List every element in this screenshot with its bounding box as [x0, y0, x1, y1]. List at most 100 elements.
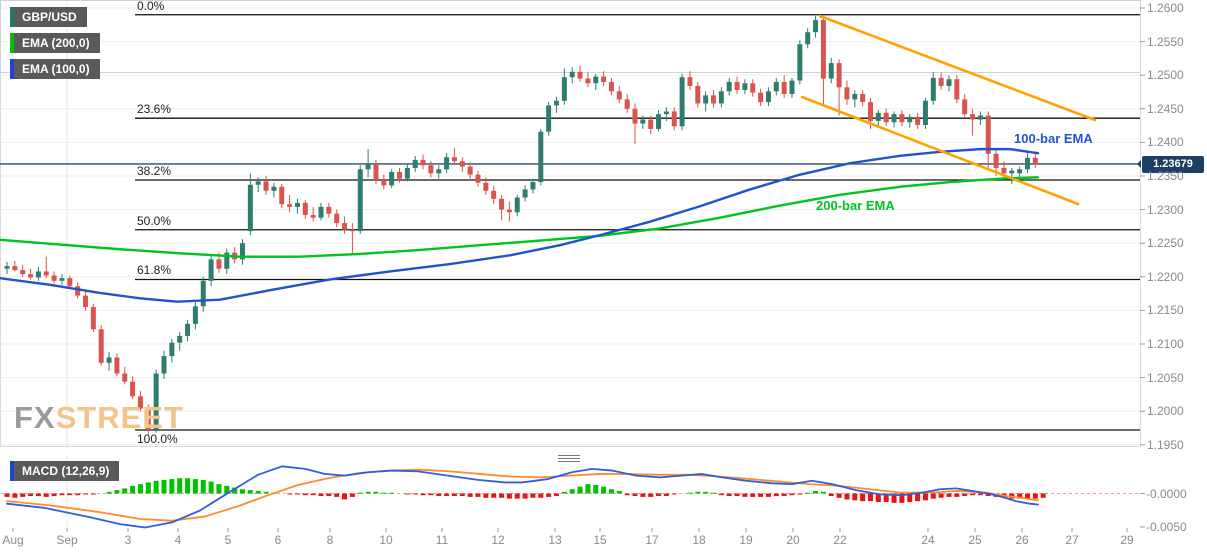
price-axis-label: 1.2300: [1147, 202, 1184, 217]
macd-hist-bar: [310, 493, 316, 496]
candle-body: [28, 274, 34, 278]
macd-hist-bar: [742, 493, 748, 497]
ema200-legend-badge[interactable]: EMA (200,0): [10, 33, 100, 53]
macd-hist-bar: [349, 493, 355, 497]
candle-body: [828, 63, 834, 79]
candle-body: [561, 77, 567, 101]
candle-body: [569, 71, 575, 78]
macd-hist-bar: [224, 485, 230, 494]
candle-body: [805, 32, 811, 45]
macd-hist-bar: [20, 493, 26, 497]
fxstreet-watermark: FXSTREET: [14, 400, 184, 436]
macd-hist-bar: [805, 492, 811, 494]
candle-body: [83, 295, 88, 308]
macd-pane[interactable]: [0, 0, 1141, 73]
macd-hist-bar: [868, 493, 873, 502]
macd-hist-bar: [640, 493, 646, 497]
macd-hist-bar: [192, 479, 198, 494]
macd-hist-bar: [381, 492, 387, 494]
macd-hist-bar: [428, 493, 434, 496]
time-axis-label: 22: [833, 533, 847, 547]
macd-hist-bar: [444, 493, 450, 497]
candle-body: [122, 373, 128, 382]
watermark-fx: FX: [14, 400, 56, 435]
macd-hist-bar: [122, 488, 128, 494]
fib-label-38.2%: 38.2%: [137, 164, 172, 179]
candle-body: [185, 323, 191, 336]
candle-body: [726, 81, 732, 92]
trendline-lower[interactable]: [800, 95, 1080, 206]
candle-body: [420, 159, 426, 166]
candle-body: [922, 100, 928, 125]
candle-body: [287, 204, 293, 207]
time-axis-label: 8: [326, 533, 334, 547]
candle-body: [43, 271, 49, 276]
macd-hist-bar: [616, 490, 622, 494]
price-axis-label: 1.2350: [1147, 169, 1184, 183]
candle-body: [899, 114, 905, 123]
macd-legend-badge[interactable]: MACD (12,26,9): [10, 461, 120, 481]
pane-resize-handle[interactable]: [558, 453, 580, 462]
macd-axis-zero-label: -0.0000: [1146, 487, 1187, 501]
candle-body: [616, 91, 622, 100]
candle-body: [624, 99, 630, 109]
macd-hist-bar: [860, 493, 866, 502]
macd-hist-bar: [177, 478, 183, 494]
macd-hist-bar: [185, 478, 191, 494]
macd-hist-bar: [883, 493, 889, 502]
macd-hist-bar: [561, 491, 567, 494]
macd-hist-bar: [51, 493, 57, 497]
macd-hist-bar: [263, 491, 269, 494]
macd-hist-bar: [483, 493, 489, 498]
macd-hist-bar: [436, 493, 442, 497]
candle-body: [98, 329, 104, 363]
candle-body: [1025, 157, 1030, 170]
candle-body: [907, 116, 913, 123]
ema100-legend-badge[interactable]: EMA (100,0): [10, 59, 100, 79]
macd-hist-bar: [922, 493, 928, 501]
candle-body: [718, 91, 724, 104]
macd-hist-bar: [601, 486, 607, 494]
macd-hist-bar: [67, 493, 73, 496]
candle-body: [514, 197, 520, 213]
candle-body: [145, 408, 151, 431]
time-axis-label: 4: [174, 533, 182, 547]
candle-body: [106, 357, 112, 363]
trendline-upper[interactable]: [818, 14, 1097, 122]
macd-axis-low-label: -0.0050: [1146, 520, 1187, 534]
candle-body: [310, 214, 316, 218]
macd-hist-bar: [875, 493, 881, 502]
candle-body: [75, 286, 81, 296]
macd-hist-bar: [577, 486, 583, 494]
price-axis-label: 1.2000: [1147, 404, 1184, 419]
time-axis-label: 12: [491, 533, 505, 547]
macd-hist-bar: [59, 493, 65, 496]
macd-hist-bar: [844, 493, 850, 500]
candle-body: [483, 182, 489, 191]
candle-body: [1017, 169, 1023, 174]
candle-body: [59, 278, 65, 281]
ema100-annotation: 100-bar EMA: [1014, 131, 1093, 146]
macd-hist-bar: [624, 493, 630, 496]
symbol-badge[interactable]: GBP/USD: [10, 7, 87, 27]
candle-body: [130, 381, 136, 397]
time-axis-label: 5: [224, 533, 232, 547]
candle-body: [224, 252, 230, 269]
ema200-annotation: 200-bar EMA: [816, 198, 895, 213]
time-axis-label: 20: [786, 533, 800, 547]
candle-body: [506, 209, 512, 213]
macd-hist-bar: [420, 493, 426, 496]
time-axis-label: 17: [645, 533, 659, 547]
candle-body: [326, 206, 332, 214]
candle-body: [459, 161, 465, 167]
candle-body: [12, 266, 18, 271]
macd-hist-bar: [208, 481, 214, 494]
macd-hist-bar: [318, 493, 324, 497]
macd-hist-bar: [750, 493, 756, 497]
macd-hist-bar: [326, 493, 332, 497]
watermark-street: STREET: [55, 400, 184, 435]
time-axis-label: 25: [968, 533, 982, 547]
macd-hist-bar: [4, 493, 10, 497]
macd-hist-bar: [585, 484, 591, 494]
